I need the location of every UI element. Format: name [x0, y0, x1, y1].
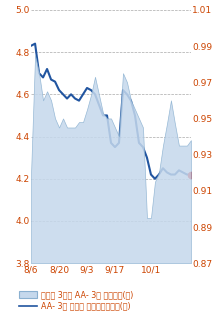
Legend: 국고체 3년과 AA- 3년 스프레드(右), AA- 3년 회사체 최종호가수익률(左): 국고체 3년과 AA- 3년 스프레드(右), AA- 3년 회사체 최종호가수… [19, 290, 133, 311]
